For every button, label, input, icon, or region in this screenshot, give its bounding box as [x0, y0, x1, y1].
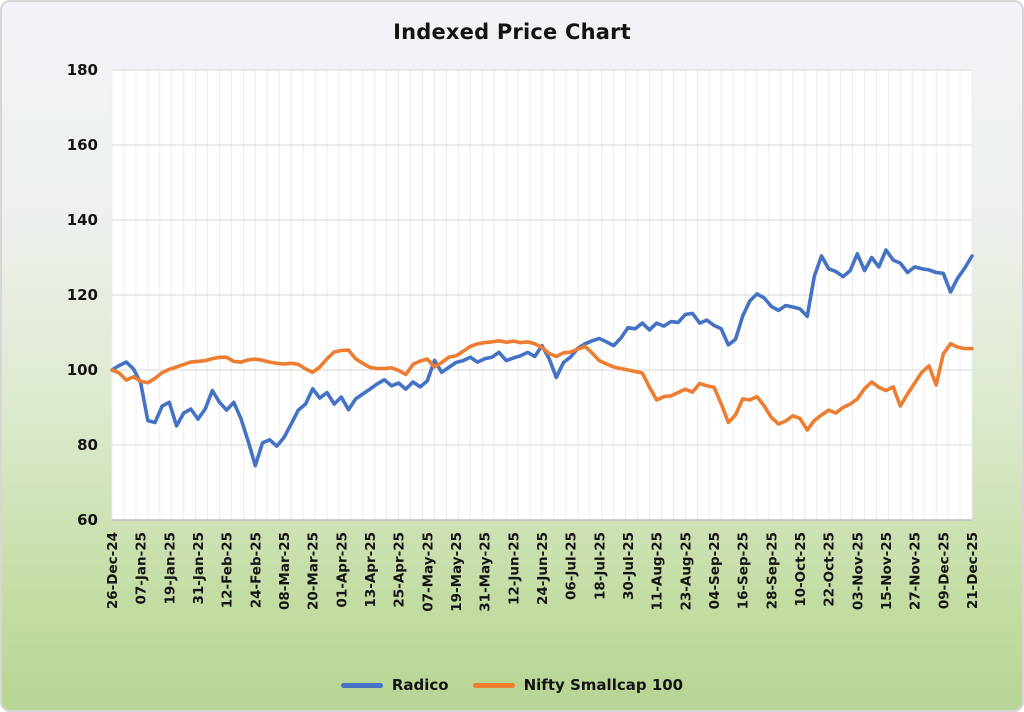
svg-text:07-May-25: 07-May-25	[420, 532, 436, 612]
svg-text:140: 140	[67, 211, 98, 229]
svg-text:07-Jan-25: 07-Jan-25	[134, 532, 150, 605]
radico-line-swatch	[340, 682, 383, 688]
svg-text:80: 80	[77, 436, 98, 454]
svg-text:01-Apr-25: 01-Apr-25	[334, 532, 350, 608]
svg-text:25-Apr-25: 25-Apr-25	[392, 532, 408, 608]
svg-text:23-Aug-25: 23-Aug-25	[678, 532, 694, 611]
svg-text:08-Mar-25: 08-Mar-25	[277, 532, 293, 610]
svg-text:60: 60	[77, 511, 98, 529]
svg-text:31-Jan-25: 31-Jan-25	[191, 532, 207, 605]
svg-text:18-Jul-25: 18-Jul-25	[592, 532, 608, 600]
svg-text:12-Jun-25: 12-Jun-25	[506, 532, 522, 605]
svg-text:22-Oct-25: 22-Oct-25	[822, 532, 838, 607]
svg-text:24-Feb-25: 24-Feb-25	[248, 532, 264, 608]
legend: Radico Nifty Smallcap 100	[2, 676, 1022, 694]
svg-text:28-Sep-25: 28-Sep-25	[764, 532, 780, 609]
svg-text:19-May-25: 19-May-25	[449, 532, 465, 612]
svg-text:03-Nov-25: 03-Nov-25	[850, 532, 866, 610]
svg-text:09-Dec-25: 09-Dec-25	[936, 532, 952, 609]
svg-text:12-Feb-25: 12-Feb-25	[220, 532, 236, 608]
svg-text:13-Apr-25: 13-Apr-25	[363, 532, 379, 608]
svg-text:16-Sep-25: 16-Sep-25	[736, 532, 752, 609]
chart-title: Indexed Price Chart	[393, 20, 631, 44]
svg-text:21-Dec-25: 21-Dec-25	[965, 532, 981, 609]
svg-text:100: 100	[67, 361, 98, 379]
svg-text:180: 180	[67, 61, 98, 79]
indexed-price-chart: 60 80 100 120 140 160 180 26-Dec-24 07-Jan-25 19-…	[67, 61, 981, 612]
svg-text:160: 160	[67, 136, 98, 154]
legend-label-nifty-smallcap: Nifty Smallcap 100	[523, 676, 684, 694]
svg-text:04-Sep-25: 04-Sep-25	[707, 532, 723, 609]
svg-text:27-Nov-25: 27-Nov-25	[908, 532, 924, 610]
svg-text:10-Oct-25: 10-Oct-25	[793, 532, 809, 607]
svg-text:24-Jun-25: 24-Jun-25	[535, 532, 551, 605]
svg-text:30-Jul-25: 30-Jul-25	[621, 532, 637, 600]
legend-label-radico: Radico	[391, 676, 449, 694]
svg-text:120: 120	[67, 286, 98, 304]
svg-text:15-Nov-25: 15-Nov-25	[879, 532, 895, 610]
svg-text:11-Aug-25: 11-Aug-25	[650, 532, 666, 611]
svg-text:06-Jul-25: 06-Jul-25	[564, 532, 580, 600]
nifty-smallcap-line-swatch	[472, 682, 515, 688]
svg-text:26-Dec-24: 26-Dec-24	[105, 532, 121, 609]
legend-item-radico: Radico	[340, 676, 449, 694]
legend-item-nifty-smallcap: Nifty Smallcap 100	[472, 676, 684, 694]
svg-text:31-May-25: 31-May-25	[478, 532, 494, 612]
svg-text:19-Jan-25: 19-Jan-25	[162, 532, 178, 605]
svg-text:20-Mar-25: 20-Mar-25	[306, 532, 322, 610]
